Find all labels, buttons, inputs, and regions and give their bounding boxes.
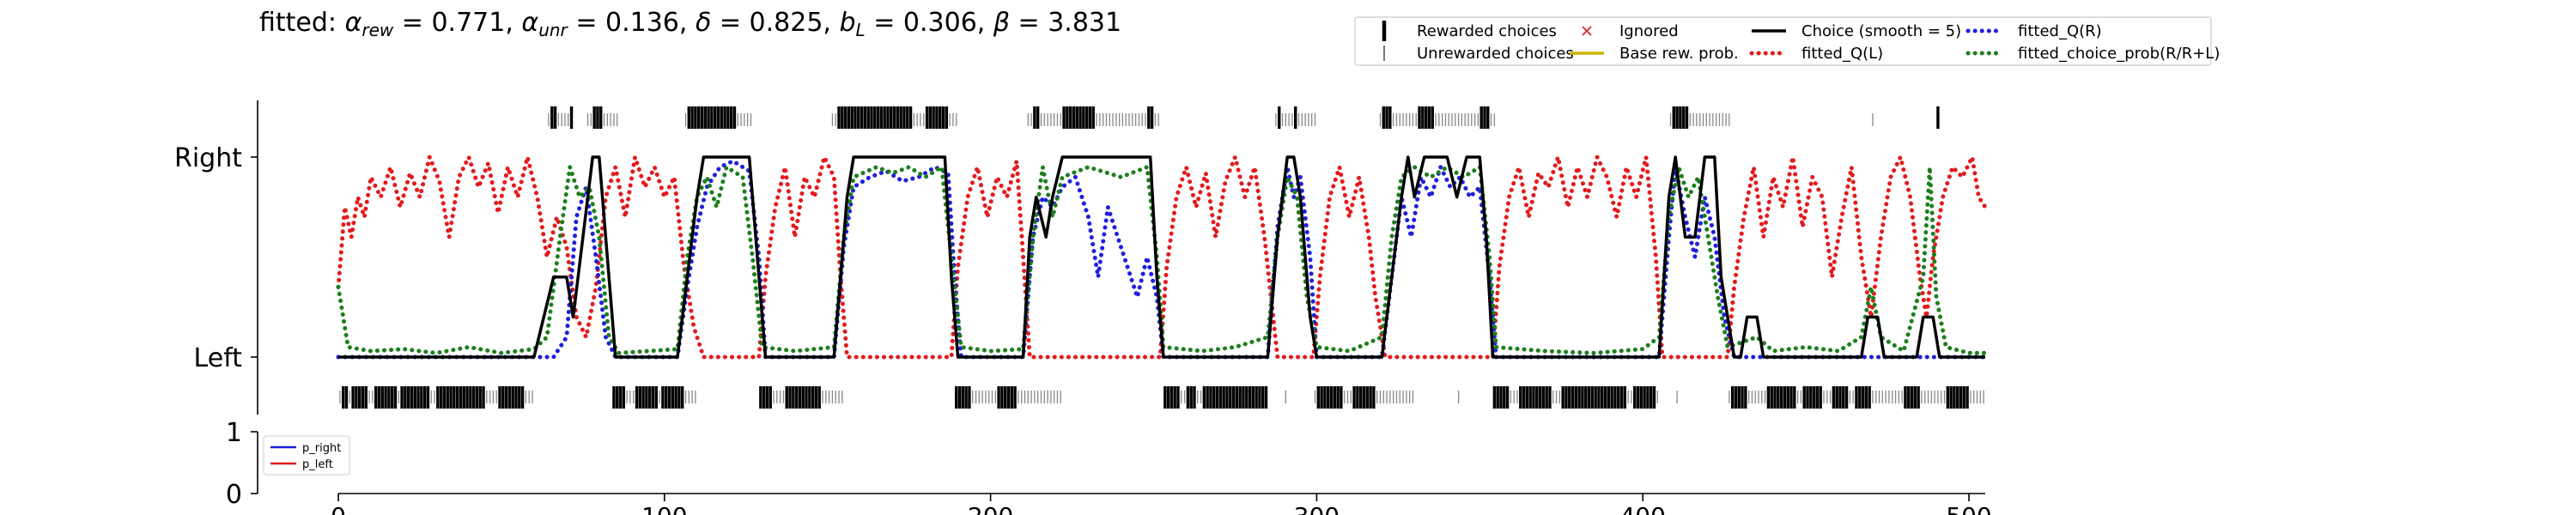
legend-entry-base-rew-prob: Base rew. prob.: [1570, 45, 1739, 63]
chart-title-part: = 3.831: [1010, 8, 1121, 38]
xtick-label: 300: [1294, 502, 1340, 515]
chart-title-part: = 0.306,: [866, 8, 993, 38]
sub-ytick-label-1: 1: [226, 418, 242, 448]
legend-sub-entry-p-right: p_right: [270, 442, 341, 455]
chart-title: fitted: αrew = 0.771, αunr = 0.136, δ = …: [259, 8, 1121, 40]
legend-sub-frame: [263, 435, 350, 476]
legend-entry-fitted-q-r: fitted_Q(R): [1965, 22, 2102, 40]
series-layer: [336, 154, 1988, 360]
xtick-label: 200: [968, 502, 1013, 515]
legend-label: p_right: [302, 442, 341, 455]
legend-label: fitted_Q(R): [2018, 22, 2102, 40]
chart-title-part: α: [345, 8, 362, 38]
chart-title-part: α: [521, 8, 538, 38]
legend-label: Choice (smooth = 5): [1801, 22, 1961, 40]
legend-entry-choice-smooth-5: Choice (smooth = 5): [1752, 22, 1961, 40]
chart-title-part: b: [839, 8, 855, 38]
legend-entry-fitted-choice-prob-r-r-l: fitted_choice_prob(R/R+L): [1965, 45, 2220, 63]
left-choice-ticks: [339, 386, 1984, 409]
legend-entry-ignored: Ignored: [1582, 22, 1679, 40]
chart-title-part: δ: [696, 8, 711, 38]
sub-ytick-label-0: 0: [226, 480, 242, 510]
main-axes: Right Left: [174, 100, 258, 415]
ytick-label-right: Right: [174, 143, 242, 173]
legend-label: fitted_Q(L): [1801, 45, 1883, 63]
chart-title-part: β: [993, 8, 1010, 38]
x-ticks: 0 100 200 300 400 500: [331, 494, 1992, 515]
chart-title-part: = 0.825,: [711, 8, 839, 38]
chart-title-part: unr: [538, 20, 568, 40]
xtick-label: 0: [331, 502, 346, 515]
chart-title-part: = 0.136,: [568, 8, 696, 38]
right-choice-ticks: [548, 106, 1940, 129]
legend-label: Rewarded choices: [1417, 22, 1557, 40]
legend-sub: p_right p_left: [263, 435, 350, 476]
legend-sub-entry-p-left: p_left: [270, 458, 333, 471]
sub-axes: 1 0: [226, 418, 1985, 510]
chart-title-part: rew: [361, 20, 394, 40]
ytick-label-left: Left: [194, 343, 243, 373]
series-choice-smooth-5: [338, 155, 1985, 359]
legend-entry-unrewarded-choices: Unrewarded choices: [1383, 45, 1574, 63]
xtick-label: 500: [1946, 502, 1991, 515]
legend-label: Unrewarded choices: [1417, 45, 1574, 63]
legend-main: Rewarded choices Unrewarded choices Ignore…: [1354, 16, 2220, 66]
series-fitted-q-r: [336, 159, 1988, 360]
chart-title-part: fitted:: [259, 8, 345, 38]
legend-entry-rewarded-choices: Rewarded choices: [1382, 21, 1557, 41]
legend-label: Base rew. prob.: [1619, 45, 1739, 63]
legend-label: p_left: [302, 458, 333, 471]
legend-label: fitted_choice_prob(R/R+L): [2018, 45, 2220, 63]
legend-label: Ignored: [1619, 22, 1679, 40]
xtick-label: 400: [1619, 502, 1665, 515]
legend-marker: [1582, 26, 1592, 36]
xtick-label: 100: [641, 502, 687, 515]
chart-title-part: = 0.771,: [393, 8, 521, 38]
legend-entry-fitted-q-l: fitted_Q(L): [1749, 45, 1883, 63]
chart-title-part: L: [856, 20, 866, 40]
